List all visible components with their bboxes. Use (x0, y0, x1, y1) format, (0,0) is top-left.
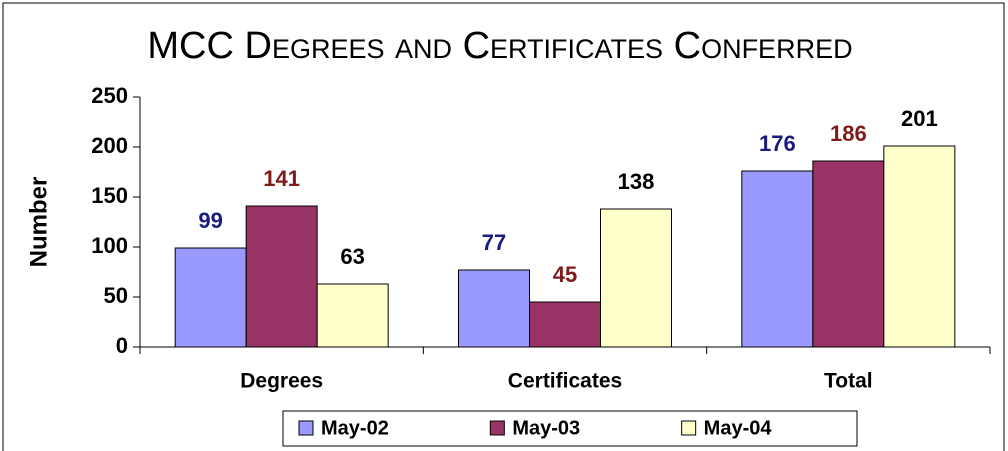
bar (458, 269, 530, 348)
x-tick-label: Degrees (240, 370, 323, 393)
y-tick-label: 200 (91, 133, 128, 158)
y-tick-label: 250 (91, 83, 128, 108)
y-axis-label: Number (25, 177, 52, 268)
x-tick-label: Total (824, 370, 873, 393)
y-tick-label: 150 (91, 183, 128, 208)
legend-swatch (681, 420, 697, 436)
legend-label: May-04 (704, 417, 773, 439)
value-label: 201 (901, 106, 938, 131)
bar (883, 145, 956, 348)
value-label: 45 (553, 262, 577, 287)
value-label: 176 (759, 131, 796, 156)
chart-title: MCC Degrees and Certificates Conferred (147, 25, 852, 67)
x-tick-label: Certificates (508, 370, 622, 393)
legend-swatch (298, 420, 314, 436)
y-tick-label: 0 (116, 333, 128, 358)
bar (245, 205, 318, 348)
y-tick-label: 50 (104, 283, 128, 308)
value-label: 99 (198, 208, 222, 233)
value-label: 186 (830, 121, 867, 146)
bar (741, 170, 814, 348)
bar (600, 208, 672, 348)
value-label: 63 (340, 244, 364, 269)
legend-label: May-03 (512, 417, 580, 439)
legend-label: May-02 (321, 417, 389, 439)
legend-box (282, 410, 858, 447)
y-tick-label: 100 (91, 233, 128, 258)
value-label: 141 (263, 166, 300, 191)
bar (812, 160, 885, 348)
value-label: 77 (482, 230, 506, 255)
bar (174, 247, 247, 348)
value-label: 138 (618, 169, 655, 194)
legend-swatch (489, 420, 505, 436)
bar (316, 283, 389, 348)
bar (529, 301, 601, 348)
